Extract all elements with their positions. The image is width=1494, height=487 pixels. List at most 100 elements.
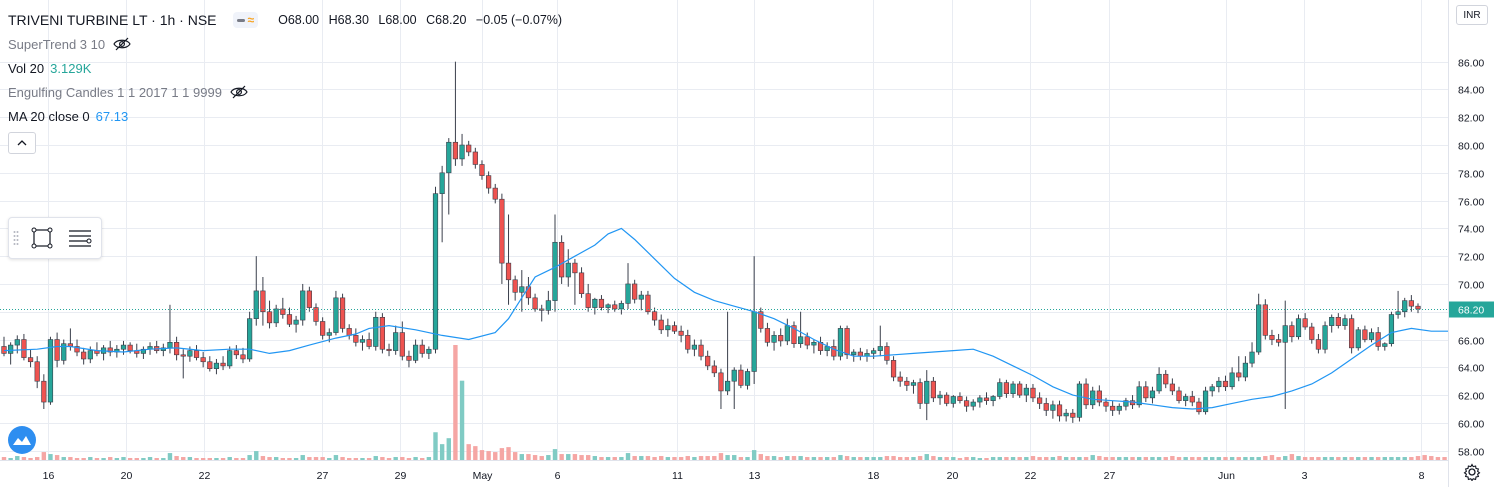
indicator-ma[interactable]: MA 20 close 0 67.13 (8, 104, 568, 128)
candle[interactable] (94, 342, 100, 357)
candle[interactable] (618, 300, 624, 315)
candle[interactable] (817, 336, 824, 355)
candle[interactable] (884, 342, 890, 365)
candle[interactable] (293, 315, 299, 333)
candle[interactable] (1037, 392, 1043, 409)
symbol-title[interactable]: TRIVENI TURBINE LT · 1h · NSE (8, 12, 217, 28)
market-status-badge[interactable]: ≈ (232, 12, 259, 28)
candle[interactable] (1202, 386, 1209, 415)
candle[interactable] (1355, 327, 1361, 351)
candle[interactable] (791, 321, 797, 348)
candle[interactable] (359, 335, 366, 351)
candle[interactable] (738, 364, 744, 389)
candle[interactable] (227, 346, 233, 369)
candle[interactable] (851, 349, 857, 362)
candle[interactable] (1282, 300, 1288, 409)
candle[interactable] (1183, 393, 1189, 407)
candle[interactable] (997, 378, 1003, 400)
candle[interactable] (1415, 303, 1421, 314)
candle[interactable] (824, 342, 830, 357)
candle[interactable] (1, 336, 7, 357)
candle[interactable] (386, 343, 392, 357)
candle[interactable] (831, 339, 837, 361)
candle[interactable] (379, 313, 385, 354)
candle[interactable] (764, 322, 771, 347)
candle[interactable] (598, 295, 605, 311)
candle[interactable] (492, 183, 498, 204)
candle[interactable] (837, 325, 844, 361)
candle[interactable] (1289, 321, 1295, 343)
candle[interactable] (1402, 297, 1408, 318)
candle[interactable] (472, 147, 478, 169)
candle[interactable] (1083, 378, 1089, 409)
candle[interactable] (1342, 314, 1348, 330)
candle[interactable] (193, 345, 200, 361)
floating-drawing-toolbar[interactable] (8, 217, 102, 259)
candle[interactable] (107, 340, 113, 357)
candle[interactable] (731, 367, 737, 409)
candle[interactable] (1070, 408, 1076, 423)
candle[interactable] (47, 336, 54, 405)
candle[interactable] (459, 133, 465, 166)
candle[interactable] (233, 345, 239, 359)
candle[interactable] (1163, 370, 1169, 389)
candle[interactable] (778, 328, 784, 347)
candle[interactable] (426, 346, 432, 359)
candle[interactable] (373, 311, 379, 351)
candle[interactable] (1010, 381, 1016, 398)
candle[interactable] (1375, 327, 1381, 351)
candle[interactable] (718, 368, 724, 409)
candle[interactable] (1349, 314, 1355, 354)
candle[interactable] (1056, 400, 1063, 422)
candle[interactable] (160, 343, 166, 357)
candle[interactable] (678, 325, 684, 343)
candle[interactable] (1143, 381, 1149, 403)
candle[interactable] (432, 186, 439, 354)
candle[interactable] (1017, 381, 1023, 398)
candle[interactable] (632, 279, 638, 304)
candle[interactable] (1196, 397, 1202, 415)
candle[interactable] (366, 332, 372, 350)
candle[interactable] (1156, 367, 1162, 394)
candle[interactable] (937, 390, 943, 405)
candle[interactable] (930, 377, 936, 403)
candle[interactable] (220, 356, 226, 371)
candle[interactable] (572, 258, 578, 305)
candle[interactable] (499, 193, 505, 284)
candle[interactable] (1003, 379, 1010, 398)
candle[interactable] (1063, 408, 1069, 422)
candle[interactable] (346, 324, 352, 340)
candle[interactable] (711, 360, 717, 378)
candle[interactable] (27, 349, 34, 368)
indicator-engulfing[interactable]: Engulfing Candles 1 1 2017 1 1 9999 (8, 80, 568, 104)
candle[interactable] (446, 138, 452, 215)
indicator-supertrend[interactable]: SuperTrend 3 10 (8, 32, 568, 56)
candle[interactable] (1362, 325, 1368, 343)
candle[interactable] (1216, 377, 1222, 393)
candle[interactable] (280, 297, 286, 319)
candle[interactable] (320, 317, 326, 340)
candle[interactable] (539, 304, 545, 322)
candle[interactable] (8, 342, 14, 365)
candle[interactable] (34, 356, 40, 389)
candle[interactable] (857, 347, 863, 361)
candle[interactable] (1096, 385, 1102, 407)
candle[interactable] (452, 61, 459, 166)
candle[interactable] (120, 340, 127, 355)
candle[interactable] (612, 300, 618, 312)
collapse-legend-button[interactable] (8, 132, 36, 154)
candle[interactable] (247, 311, 253, 362)
candle[interactable] (605, 303, 611, 314)
candle[interactable] (479, 160, 485, 180)
price-axis[interactable] (1448, 0, 1494, 487)
eye-off-icon[interactable] (113, 37, 131, 51)
candle[interactable] (963, 396, 970, 412)
candle[interactable] (638, 290, 644, 311)
candle[interactable] (439, 165, 445, 243)
candle[interactable] (213, 358, 220, 375)
candle[interactable] (1242, 356, 1248, 382)
candle[interactable] (559, 235, 565, 284)
candle[interactable] (519, 270, 525, 312)
candle[interactable] (578, 267, 585, 298)
